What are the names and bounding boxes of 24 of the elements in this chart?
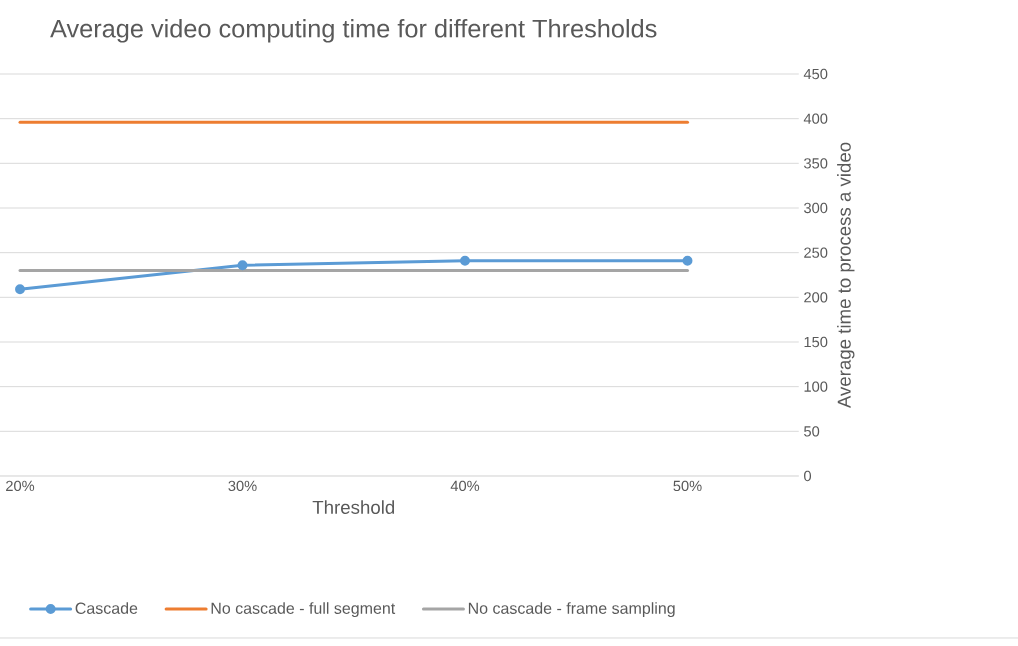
chart-title: Average video computing time for different Thresholds <box>50 19 657 43</box>
y-axis-title: Average time to process a video <box>837 142 855 409</box>
y-tick-label: 400 <box>803 113 828 124</box>
y-tick-label: 450 <box>803 68 828 80</box>
y-tick-label: 50 <box>804 426 820 437</box>
y-tick-label: 350 <box>804 158 828 169</box>
legend-label: Cascade <box>75 602 138 614</box>
legend-label: No cascade - frame sampling <box>468 602 675 618</box>
legend-label: No cascade - full segment <box>211 602 396 618</box>
y-tick-label: 200 <box>804 292 828 303</box>
y-tick-label: 300 <box>804 202 828 214</box>
point <box>15 284 25 295</box>
x-tick-label: 20% <box>6 480 35 492</box>
y-tick-label: 0 <box>804 470 812 482</box>
y-tick-label: 150 <box>804 336 828 348</box>
y-tick-label: 100 <box>804 381 828 392</box>
point <box>460 255 470 266</box>
x-tick-label: 50% <box>673 480 702 492</box>
y-tick-label: 250 <box>804 247 828 258</box>
x-tick-label: 40% <box>450 480 480 492</box>
x-tick-label: 30% <box>228 480 257 492</box>
point <box>682 255 693 266</box>
x-axis-title: Threshold <box>312 500 395 514</box>
point <box>237 260 248 271</box>
